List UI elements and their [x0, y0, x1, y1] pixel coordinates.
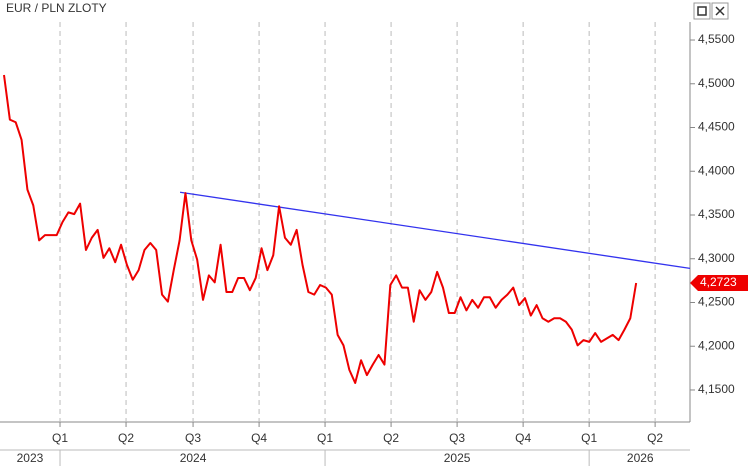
window-buttons[interactable]: [693, 2, 729, 20]
y-tick-label: 4,4000: [698, 163, 735, 177]
y-tick-label: 4,2000: [698, 338, 735, 352]
y-tick-label: 4,3500: [698, 207, 735, 221]
close-icon: [715, 6, 725, 16]
y-tick-label: 4,1500: [698, 382, 735, 396]
maximize-button[interactable]: [693, 2, 711, 20]
x-tick-label: Q3: [185, 431, 201, 445]
x-tick-label: Q2: [383, 431, 399, 445]
x-tick-label: Q4: [515, 431, 531, 445]
year-label: 2024: [180, 451, 207, 465]
y-tick-label: 4,4500: [698, 120, 735, 134]
last-value-tag: [690, 274, 748, 291]
chart-title: EUR / PLN ZLOTY: [6, 1, 107, 15]
maximize-icon: [697, 6, 707, 16]
year-label: 2025: [444, 451, 471, 465]
price-line: [3, 74, 638, 384]
year-label: 2026: [627, 451, 654, 465]
x-tick-label: Q1: [581, 431, 597, 445]
y-tick-label: 4,2500: [698, 295, 735, 309]
y-tick-label: 4,3000: [698, 251, 735, 265]
year-label: 2023: [17, 451, 44, 465]
x-tick-label: Q3: [449, 431, 465, 445]
last-value-label: 4,2723: [700, 275, 737, 289]
x-tick-label: Q2: [647, 431, 663, 445]
trendline: [179, 191, 691, 270]
x-tick-label: Q1: [52, 431, 68, 445]
x-tick-label: Q2: [118, 431, 134, 445]
x-tick-label: Q4: [251, 431, 267, 445]
y-tick-label: 4,5500: [698, 32, 735, 46]
y-tick-label: 4,5000: [698, 76, 735, 90]
x-tick-label: Q1: [317, 431, 333, 445]
